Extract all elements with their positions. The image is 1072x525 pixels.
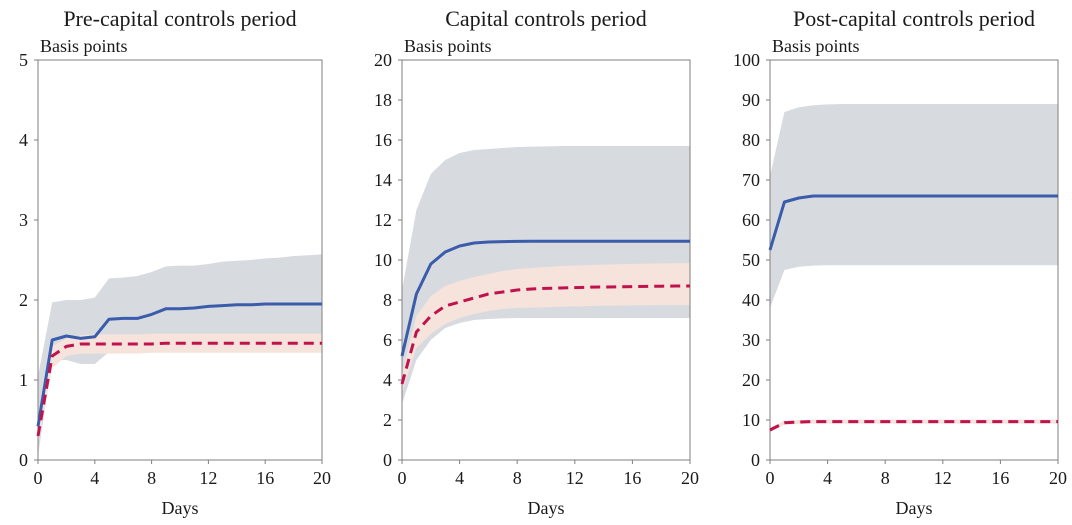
chart-title: Pre-capital controls period — [63, 6, 296, 31]
x-tick-label: 8 — [147, 468, 156, 488]
y-tick-label: 12 — [374, 210, 392, 230]
confidence-band-grey — [38, 254, 322, 456]
x-tick-label: 16 — [623, 468, 641, 488]
y-tick-label: 2 — [383, 410, 392, 430]
chart-panel-2: 0 2 4 6 8 10 12 14 16 18 20 0 4 8 12 16 20 Capital contro… — [374, 6, 699, 518]
series-line-dashed — [36, 341, 322, 437]
y-tick-label: 0 — [751, 450, 760, 470]
y-tick-label: 5 — [19, 50, 28, 70]
chart-title: Capital controls period — [445, 6, 647, 31]
x-tick-label: 0 — [398, 468, 407, 488]
y-tick-label: 0 — [19, 450, 28, 470]
y-axis-label: Basis points — [772, 36, 860, 56]
y-tick-label: 6 — [383, 330, 392, 350]
chart-title: Post-capital controls period — [793, 6, 1035, 31]
x-tick-label: 0 — [34, 468, 43, 488]
y-tick-label: 3 — [19, 210, 28, 230]
y-axis-label: Basis points — [40, 36, 128, 56]
confidence-band-grey — [770, 104, 1058, 308]
x-axis-label: Days — [528, 498, 565, 518]
y-tick-label: 18 — [374, 90, 392, 110]
x-tick-label: 20 — [313, 468, 331, 488]
y-axis-label: Basis points — [404, 36, 492, 56]
x-tick-label: 4 — [90, 468, 99, 488]
y-tick-label: 8 — [383, 290, 392, 310]
series-line-dashed — [400, 284, 690, 385]
y-tick-label: 4 — [19, 130, 28, 150]
y-tick-label: 90 — [742, 90, 760, 110]
x-tick-label: 8 — [881, 468, 890, 488]
y-tick-label: 16 — [374, 130, 392, 150]
y-tick-label: 2 — [19, 290, 28, 310]
y-tick-label: 20 — [742, 370, 760, 390]
series-line-solid — [768, 194, 1058, 251]
y-tick-label: 80 — [742, 130, 760, 150]
x-tick-label: 12 — [934, 468, 952, 488]
y-tick-label: 100 — [733, 50, 760, 70]
confidence-band-pink — [38, 333, 322, 444]
confidence-band-pink — [402, 263, 690, 392]
x-tick-label: 12 — [566, 468, 584, 488]
x-tick-label: 20 — [681, 468, 699, 488]
y-tick-label: 10 — [374, 250, 392, 270]
x-tick-label: 20 — [1049, 468, 1067, 488]
x-tick-label: 12 — [199, 468, 217, 488]
x-axis-label: Days — [896, 498, 933, 518]
y-tick-label: 70 — [742, 170, 760, 190]
y-tick-label: 60 — [742, 210, 760, 230]
series-line-solid — [36, 302, 322, 427]
y-tick-label: 50 — [742, 250, 760, 270]
series-line-dashed — [769, 420, 1058, 432]
x-axis-label: Days — [162, 498, 199, 518]
x-tick-label: 4 — [455, 468, 464, 488]
y-tick-label: 40 — [742, 290, 760, 310]
y-tick-label: 4 — [383, 370, 392, 390]
y-tick-label: 10 — [742, 410, 760, 430]
chart-panel-3: 0 10 20 30 40 50 60 70 80 90 100 0 4 8 12 16 20 Post-capi… — [733, 6, 1067, 518]
y-tick-label: 0 — [383, 450, 392, 470]
x-tick-label: 16 — [256, 468, 274, 488]
y-tick-label: 1 — [19, 370, 28, 390]
y-tick-label: 14 — [374, 170, 392, 190]
x-tick-label: 16 — [991, 468, 1009, 488]
plot-frame — [37, 59, 323, 461]
x-tick-label: 0 — [766, 468, 775, 488]
y-tick-label: 30 — [742, 330, 760, 350]
y-tick-label: 20 — [374, 50, 392, 70]
x-tick-label: 8 — [513, 468, 522, 488]
x-tick-label: 4 — [823, 468, 832, 488]
series-line-solid — [400, 239, 690, 357]
